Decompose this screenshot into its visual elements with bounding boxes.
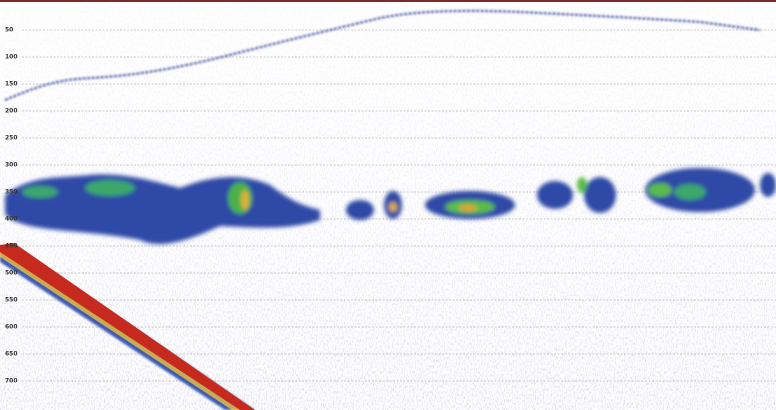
depth-label: 700 <box>5 378 18 385</box>
depth-label: 150 <box>5 81 18 88</box>
depth-label: 600 <box>5 324 18 331</box>
depth-label: 500 <box>5 270 18 277</box>
depth-label: 250 <box>5 135 18 142</box>
depth-label: 450 <box>5 243 18 250</box>
depth-label: 400 <box>5 216 18 223</box>
echogram: 50 100 150 200 250 300 350 400 450 500 550 600 650 70… <box>0 0 776 410</box>
depth-label: 350 <box>5 189 18 196</box>
depth-label: 550 <box>5 297 18 304</box>
depth-label: 100 <box>5 54 18 61</box>
depth-label: 50 <box>5 27 13 34</box>
depth-label: 200 <box>5 108 18 115</box>
depth-label: 300 <box>5 162 18 169</box>
depth-label: 650 <box>5 351 18 358</box>
